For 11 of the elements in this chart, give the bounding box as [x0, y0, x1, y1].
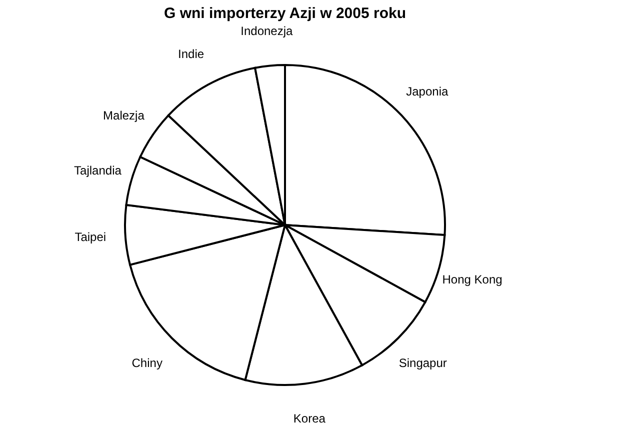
slice-label: Hong Kong [442, 272, 502, 286]
slice-label: Indonezja [240, 24, 293, 38]
slice-label: Tajlandia [74, 164, 122, 178]
slice-label: Taipei [74, 230, 106, 244]
slice-label: Korea [293, 411, 326, 426]
slice-label: Indie [178, 47, 204, 62]
chart-title: G wni importerzy Azji w 2005 roku [164, 4, 406, 22]
slice-label: Japonia [406, 84, 448, 99]
slice-label: Chiny [132, 356, 162, 370]
slice-label: Singapur [398, 356, 447, 370]
slice-label: Malezja [103, 108, 145, 122]
